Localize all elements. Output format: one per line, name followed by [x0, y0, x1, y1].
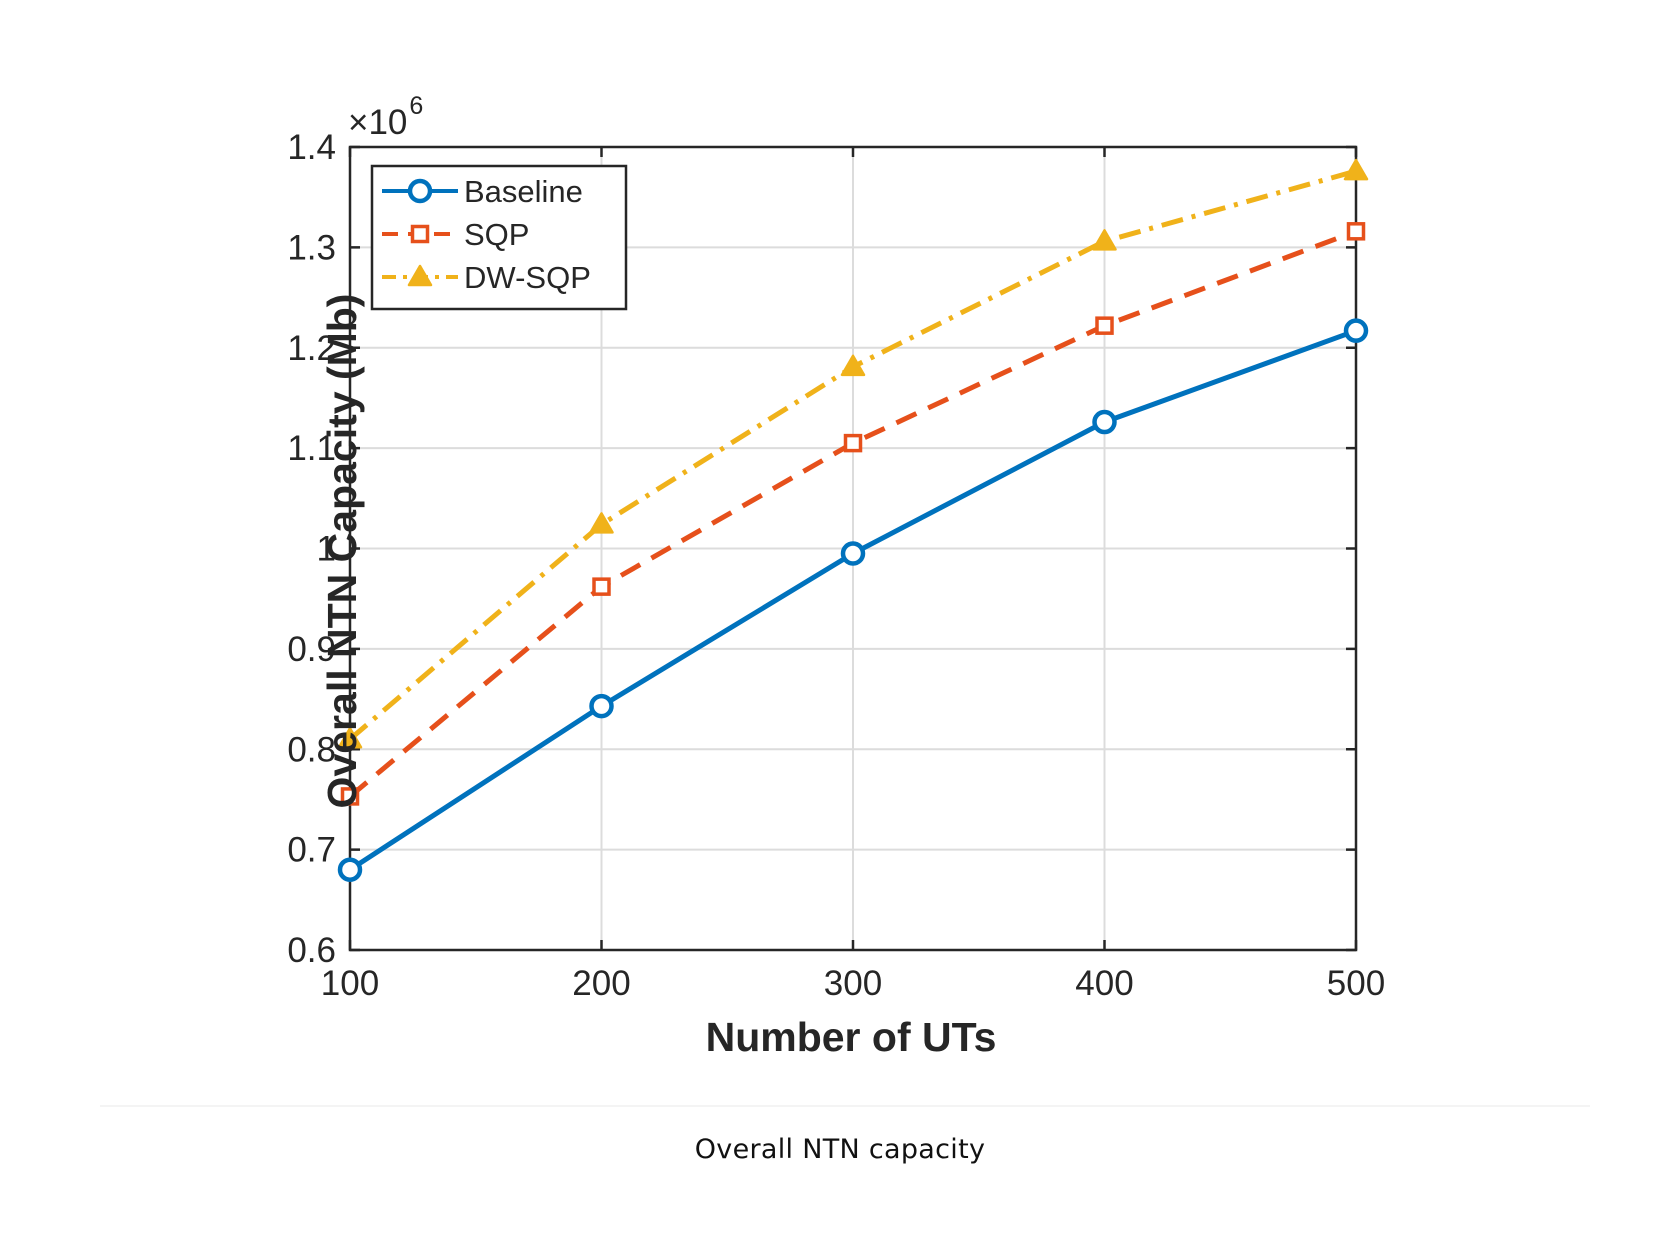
y-tick-label: 1.2	[287, 329, 336, 368]
x-tick-label: 100	[321, 964, 379, 1003]
data-point	[337, 726, 363, 749]
data-point	[1095, 316, 1114, 335]
series-dw-sqp	[337, 158, 1369, 749]
data-point	[340, 787, 360, 806]
data-point	[410, 224, 430, 244]
data-point	[1343, 318, 1369, 343]
line-chart: 100 200 300 400 500 0.6 0.7 0.8 0.9 1 1.1 1.2 1.3 1.4…	[287, 92, 1385, 1060]
x-tick-label: 300	[824, 964, 882, 1003]
y-tick-label: 0.8	[287, 730, 336, 769]
data-point	[589, 693, 614, 719]
legend-label: DW-SQP	[464, 260, 591, 295]
x-tick-label: 500	[1327, 964, 1385, 1003]
data-point	[1092, 409, 1117, 435]
data-point	[1346, 222, 1366, 241]
data-point	[407, 264, 433, 287]
x-tick-label: 400	[1075, 964, 1133, 1003]
y-tick-label: 1.3	[287, 228, 336, 267]
y-tick-label: 0.7	[287, 831, 336, 870]
legend-label: Baseline	[464, 174, 583, 209]
legend-item: DW-SQP	[382, 260, 591, 295]
tick-labels: 100 200 300 400 500 0.6 0.7 0.8 0.9 1 1.1 1.2 1.3 1.4	[287, 128, 1385, 1003]
y-tick-label: 0.6	[287, 931, 336, 970]
y-tick-label: 1.1	[287, 429, 336, 468]
x-axis-title: Number of UTs	[706, 1014, 997, 1060]
data-point	[1092, 229, 1117, 251]
series-line	[348, 228, 1357, 799]
y-tick-label: 1	[317, 530, 336, 569]
legend-item: Baseline	[382, 174, 583, 209]
series-baseline	[337, 318, 1369, 882]
legend-item: SQP	[382, 217, 529, 252]
y-axis-exponent: ×106	[348, 92, 423, 142]
data-point	[337, 857, 363, 882]
x-tick-label: 200	[572, 964, 630, 1003]
figure-panel: 100 200 300 400 500 0.6 0.7 0.8 0.9 1 1.1 1.2 1.3 1.4…	[100, 0, 1590, 1107]
legend-label: SQP	[464, 217, 529, 252]
data-point	[592, 577, 611, 596]
data-point	[843, 433, 863, 453]
y-tick-label: 1.4	[287, 128, 336, 167]
series-sqp	[340, 222, 1366, 806]
y-axis-title: Overall NTN Capacity (Mb)	[319, 294, 365, 809]
axes	[348, 145, 1358, 952]
data-point	[840, 541, 866, 566]
data-point	[407, 178, 433, 204]
data-point	[1343, 158, 1369, 181]
legend: Baseline SQP DW-SQP	[370, 164, 628, 311]
y-tick-label: 0.9	[287, 630, 336, 669]
data-point	[589, 512, 614, 534]
data-point	[840, 354, 866, 377]
figure-caption: Overall NTN capacity	[694, 1134, 986, 1165]
series-layer	[337, 158, 1369, 882]
